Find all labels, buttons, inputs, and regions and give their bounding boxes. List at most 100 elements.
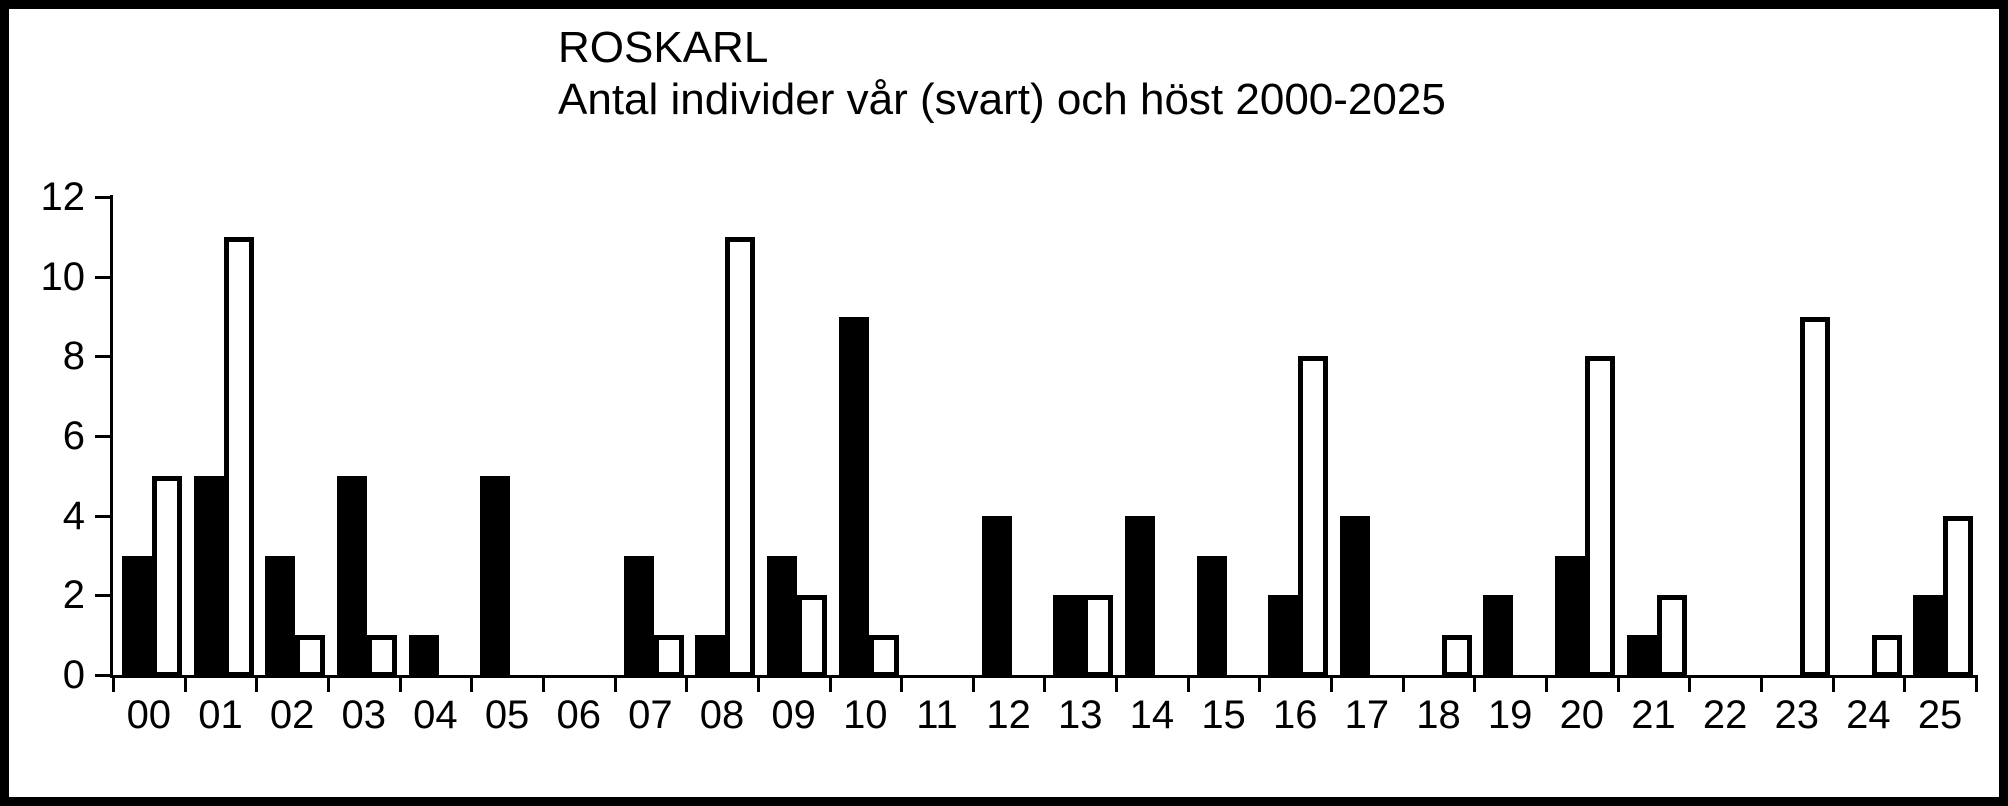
bar-spring-13	[1053, 595, 1084, 677]
x-axis-label-21: 21	[1631, 693, 1676, 737]
x-axis-label-03: 03	[341, 693, 387, 737]
x-axis-label-16: 16	[1272, 693, 1318, 737]
x-axis-label-11: 11	[916, 693, 958, 737]
x-tick	[1831, 675, 1835, 692]
x-tick	[1115, 675, 1119, 692]
bar-autumn-25	[1943, 515, 1974, 677]
x-tick	[1043, 675, 1047, 692]
y-tick	[95, 435, 110, 439]
bar-spring-09	[766, 555, 797, 677]
bar-autumn-00	[152, 475, 182, 677]
bar-spring-16	[1268, 595, 1299, 677]
chart-subtitle: Antal individer vår (svart) och höst 200…	[558, 75, 1446, 124]
y-tick	[95, 514, 110, 518]
x-axis-label-01: 01	[198, 693, 243, 737]
x-axis-label-25: 25	[1917, 693, 1963, 737]
bar-spring-14	[1125, 515, 1156, 677]
bar-spring-20	[1555, 555, 1585, 677]
y-tick	[95, 355, 110, 359]
bar-autumn-21	[1656, 595, 1687, 677]
x-tick	[398, 675, 402, 692]
x-tick	[255, 675, 259, 692]
x-axis-label-06: 06	[556, 693, 601, 737]
y-tick-label-10: 10	[40, 254, 86, 299]
title-block: ROSKARL Antal individer vår (svart) och …	[558, 22, 1446, 126]
x-axis-label-04: 04	[413, 693, 458, 737]
y-tick	[95, 674, 110, 677]
bar-autumn-13	[1083, 595, 1114, 677]
x-axis-label-19: 19	[1487, 693, 1533, 737]
x-axis-label-08: 08	[699, 693, 745, 737]
x-tick	[1688, 675, 1692, 692]
bar-autumn-07	[653, 635, 684, 677]
x-axis-label-12: 12	[986, 693, 1031, 737]
x-axis-label-02: 02	[269, 693, 315, 737]
bar-autumn-01	[223, 236, 254, 677]
y-tick-label-0: 0	[62, 653, 85, 697]
x-axis-label-24: 24	[1846, 693, 1891, 737]
bar-autumn-09	[796, 595, 827, 677]
bar-spring-07	[623, 555, 654, 677]
x-tick	[1759, 675, 1763, 692]
bar-spring-04	[408, 635, 439, 677]
x-tick	[1473, 675, 1477, 692]
bar-spring-12	[981, 515, 1012, 677]
x-tick	[1545, 675, 1548, 692]
x-tick	[828, 675, 832, 692]
y-tick	[95, 275, 110, 279]
bar-spring-01	[193, 475, 224, 677]
x-axis-label-09: 09	[771, 693, 816, 737]
x-tick	[183, 675, 187, 692]
x-tick	[1401, 675, 1405, 692]
x-tick	[470, 675, 474, 692]
bar-spring-25	[1913, 595, 1944, 677]
bar-autumn-18	[1441, 635, 1472, 677]
bar-spring-21	[1626, 635, 1657, 677]
bar-autumn-23	[1799, 316, 1830, 677]
x-axis-label-15: 15	[1201, 693, 1246, 737]
bar-spring-17	[1340, 515, 1371, 677]
chart-title: ROSKARL	[558, 23, 769, 72]
bar-spring-08	[695, 635, 726, 677]
x-axis-label-23: 23	[1774, 693, 1820, 737]
bar-autumn-24	[1871, 635, 1902, 677]
bar-spring-15	[1196, 555, 1227, 677]
x-axis-label-13: 13	[1058, 693, 1103, 737]
x-axis-label-10: 10	[843, 693, 888, 737]
x-axis-label-07: 07	[628, 693, 673, 737]
x-axis-label-05: 05	[484, 693, 530, 737]
x-tick	[541, 675, 545, 692]
x-tick	[1903, 675, 1907, 692]
x-tick	[1616, 675, 1620, 692]
y-tick	[95, 594, 110, 598]
y-tick-label-4: 4	[62, 493, 85, 538]
bar-autumn-03	[366, 635, 397, 677]
y-axis-line	[110, 195, 113, 678]
bar-spring-00	[122, 555, 152, 677]
x-tick	[971, 675, 975, 692]
bar-autumn-20	[1585, 356, 1615, 677]
x-tick	[685, 675, 689, 692]
bar-spring-19	[1483, 595, 1514, 677]
x-axis-label-20: 20	[1559, 693, 1605, 737]
x-tick	[1330, 675, 1334, 692]
bar-spring-05	[480, 475, 511, 677]
bar-autumn-10	[868, 635, 899, 677]
x-axis-label-22: 22	[1702, 693, 1748, 737]
x-axis-label-00: 00	[126, 693, 172, 737]
x-axis-label-14: 14	[1129, 693, 1175, 737]
y-tick-label-2: 2	[62, 573, 85, 618]
bar-spring-02	[265, 555, 296, 677]
x-tick	[326, 675, 330, 692]
bar-autumn-02	[295, 635, 326, 677]
x-tick	[1186, 675, 1190, 692]
x-tick	[756, 675, 760, 692]
x-tick	[613, 675, 617, 692]
y-tick-label-8: 8	[62, 334, 85, 379]
x-tick	[900, 675, 904, 692]
bar-spring-10	[838, 316, 869, 677]
x-tick	[112, 675, 115, 692]
x-tick	[1258, 675, 1262, 692]
y-tick	[95, 196, 110, 200]
